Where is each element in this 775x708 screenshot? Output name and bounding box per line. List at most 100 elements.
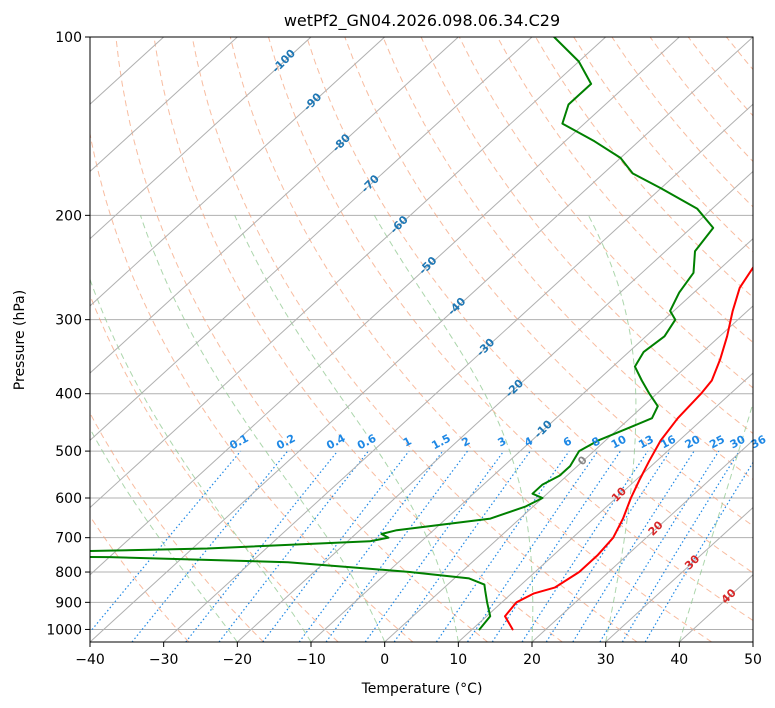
dry-adiabat [153,37,563,642]
line-labels: 0.1 0.2 0.4 0.6 1 1.5 2 3 4 6 8 10 13 16 20 25 30 36-100-… [227,47,768,607]
x-axis-label: Temperature (°C) [361,681,483,697]
dry-adiabat [420,37,753,435]
x-tick-label: −40 [75,652,105,668]
mixing-ratio-line [491,450,621,642]
moist-adiabat [678,401,753,642]
mixing-ratio-line [521,450,649,642]
dewpoint-line [90,37,715,631]
mixing-ratio-line [621,450,740,642]
mixing-ratio-label: 13 [636,433,656,452]
mixing-ratio-lines [90,450,753,642]
x-tick-label: 50 [744,652,762,668]
mixing-ratio-line [599,450,720,642]
mixing-ratio-label: 16 [658,433,678,452]
moist-adiabat [90,427,238,642]
dry-adiabat [90,515,190,642]
mixing-ratio-line [90,450,242,633]
mixing-ratio-line [185,450,339,642]
grid-lines [90,37,753,630]
x-tick-label: −10 [296,652,326,668]
x-axis-ticks: −40 −30 −20 −10 0 10 20 30 40 50 [75,642,762,668]
dry-adiabat [191,37,638,642]
isotherm-line [90,37,753,642]
y-tick-label: 800 [55,565,82,581]
y-tick-label: 1000 [46,622,82,638]
isotherm-line [90,37,459,374]
mixing-ratio-label: 25 [707,433,727,452]
moist-adiabat [140,215,386,642]
dry-adiabat [573,37,753,253]
isotherm-line [90,37,533,442]
mixing-ratio-label: 0.4 [324,432,348,453]
isotherm-line [90,37,607,509]
isotherm-line [236,170,753,642]
y-tick-label: 600 [55,491,82,507]
mixing-ratio-line [364,450,505,642]
dry-adiabat [115,37,488,642]
mixing-ratio-label: 8 [590,434,603,449]
isotherm-line [384,305,753,642]
x-tick-label: 30 [597,652,615,668]
mixing-ratio-label: 6 [561,434,574,449]
mixing-ratio-label: 0.1 [227,432,250,453]
dry-adiabat [535,37,753,298]
x-tick-label: −30 [149,652,179,668]
y-axis-label: Pressure (hPa) [12,290,28,390]
x-tick-label: −20 [223,652,253,668]
isotherm-line [90,37,312,240]
mixing-ratio-line [435,450,570,642]
isotherm-line [90,37,238,173]
moist-adiabat [234,215,459,642]
mixing-ratio-label: 30 [728,433,748,452]
plot-frame [89,36,754,643]
x-tick-label: 40 [670,652,688,668]
dry-adiabat [765,37,775,642]
mixing-ratio-line [572,450,695,642]
mixing-ratio-line [262,450,410,642]
moist-adiabat [373,215,534,642]
dry-adiabat [344,37,753,527]
dry-adiabat [268,37,753,622]
moist-adiabats [90,215,753,642]
isotherm-line [163,103,753,642]
x-tick-label: 0 [380,652,389,668]
x-tick-label: 20 [523,652,541,668]
isotherm-line [90,37,386,307]
y-tick-label: 200 [55,208,82,224]
moist-adiabat [90,278,312,642]
mixing-ratio-line [466,450,599,642]
mixing-ratio-line [131,450,289,642]
isotherm-line [605,506,753,642]
temperature-line [504,265,753,631]
isotherm-label: -100 [269,47,298,76]
dry-adiabat [90,131,414,642]
moist-adiabat [587,215,637,642]
plot-area [90,37,775,642]
y-tick-label: 700 [55,531,82,547]
mixing-ratio-line [298,450,444,642]
y-tick-label: 400 [55,387,82,403]
sounding-series [90,37,753,631]
dry-adiabat [611,37,753,208]
dry-adiabat [306,37,753,574]
dry-adiabat [726,37,753,71]
isotherm-line [531,439,753,642]
chart-title: wetPf2_GN04.2026.098.06.34.C29 [284,11,560,31]
isotherms [90,37,753,642]
mixing-ratio-line [325,450,468,642]
mixing-ratio-label: 10 [609,433,629,452]
isotherm-line [457,372,753,642]
isotherm-line [752,641,753,642]
dry-adiabat [90,412,264,642]
dry-adiabat [687,37,753,117]
isotherm-line [310,237,753,642]
y-axis-ticks: 100 200 300 400 500 600 700 800 900 1000 [46,30,90,638]
mixing-ratio-label: 20 [683,433,703,452]
y-tick-label: 100 [55,30,82,46]
y-tick-label: 300 [55,313,82,329]
mixing-ratio-label: 0.2 [274,432,297,453]
mixing-ratio-line [545,450,671,642]
isotherm-line [90,37,680,576]
y-tick-label: 900 [55,595,82,611]
